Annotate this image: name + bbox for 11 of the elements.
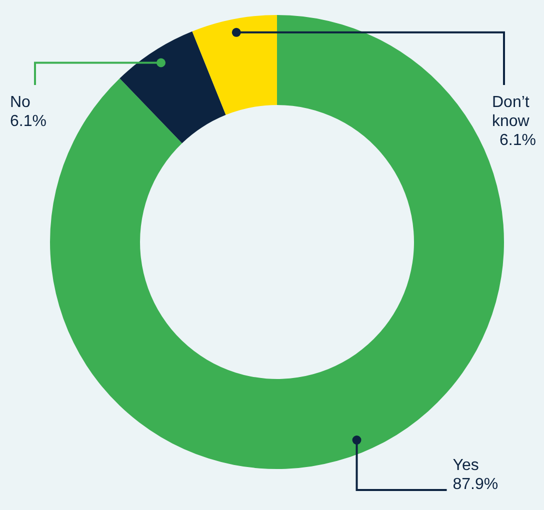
callout: No 6.1% bbox=[10, 58, 166, 130]
slice-label: Yes bbox=[452, 457, 479, 474]
callout: Don’t know 6.1% bbox=[232, 28, 536, 149]
callout: Yes 87.9% bbox=[352, 436, 498, 493]
slice-label: No bbox=[10, 94, 31, 111]
data-label: 6.1% bbox=[500, 132, 536, 149]
donut-slice bbox=[192, 15, 277, 115]
data-label: 6.1% bbox=[10, 113, 46, 130]
data-label: 87.9% bbox=[452, 476, 498, 493]
donut-slice bbox=[120, 31, 226, 144]
slice-label: Don’t know bbox=[492, 94, 530, 130]
